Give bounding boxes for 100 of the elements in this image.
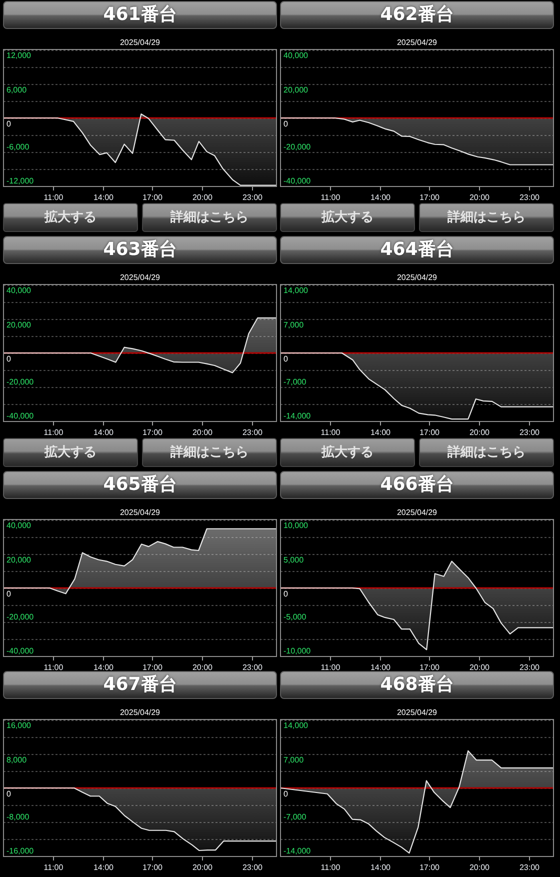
text: 拡大する <box>280 438 415 467</box>
chart-title: 461番台 <box>3 1 277 29</box>
y-tick-label: 8,000 <box>6 755 28 764</box>
chart-title: 465番台 <box>3 471 277 499</box>
chart-title: 468番台 <box>280 671 554 699</box>
chart-subtitle: 2025/04/29 <box>120 38 161 47</box>
y-tick-label: -7,000 <box>284 377 307 386</box>
x-tick-label: 17:00 <box>419 193 440 202</box>
chart-title: 467番台 <box>3 671 277 699</box>
x-tick-label: 14:00 <box>370 193 392 202</box>
text: 詳細はこちら <box>142 203 277 232</box>
y-tick-label: -8,000 <box>6 812 30 822</box>
y-tick-label: 0 <box>284 590 288 598</box>
chart-title: 462番台 <box>280 1 554 29</box>
y-tick-label: 0 <box>6 590 12 598</box>
x-tick-label: 14:00 <box>370 428 392 437</box>
y-tick-label: -40,000 <box>6 646 34 656</box>
text: 拡大する <box>3 203 138 232</box>
chart-title: 466番台 <box>280 471 554 499</box>
x-tick-label: 14:00 <box>370 863 392 872</box>
x-tick-label: 14:00 <box>93 663 114 672</box>
y-tick-label: 40,000 <box>284 51 309 60</box>
x-tick-label: 20:00 <box>192 193 214 202</box>
chart-subtitle: 2025/04/29 <box>396 38 438 47</box>
x-tick-label: 17:00 <box>142 193 164 202</box>
x-tick-label: 23:00 <box>242 193 264 202</box>
y-tick-label: -14,000 <box>284 846 312 856</box>
x-tick-label: 14:00 <box>93 193 114 202</box>
x-tick-label: 11:00 <box>320 193 341 202</box>
y-tick-label: 20,000 <box>284 85 309 94</box>
y-tick-label: -40,000 <box>6 412 34 420</box>
text: 詳細はこちら <box>419 203 554 232</box>
y-tick-label: 12,000 <box>6 51 32 60</box>
chart-subtitle: 2025/04/29 <box>396 508 438 517</box>
x-tick-label: 23:00 <box>519 863 540 872</box>
x-tick-label: 11:00 <box>44 193 64 202</box>
y-tick-label: -5,000 <box>284 612 307 622</box>
x-tick-label: 20:00 <box>469 193 490 202</box>
x-tick-label: 11:00 <box>44 663 64 672</box>
x-tick-label: 23:00 <box>242 863 264 872</box>
y-tick-label: 20,000 <box>6 320 32 330</box>
x-tick-label: 17:00 <box>142 863 164 872</box>
y-tick-label: 7,000 <box>284 320 304 330</box>
y-tick-label: -20,000 <box>284 142 312 152</box>
x-tick-label: 20:00 <box>192 863 214 872</box>
x-tick-label: 17:00 <box>419 428 440 437</box>
chart-title: 463番台 <box>3 236 277 264</box>
chart-subtitle: 2025/04/29 <box>396 708 438 717</box>
x-tick-label: 20:00 <box>469 428 490 437</box>
text: 拡大する <box>3 438 138 467</box>
chart-subtitle: 2025/04/29 <box>120 708 161 717</box>
y-tick-label: 0 <box>6 354 12 364</box>
x-tick-label: 14:00 <box>370 663 392 672</box>
x-tick-label: 23:00 <box>519 663 540 672</box>
y-tick-label: 40,000 <box>6 521 32 530</box>
x-tick-label: 23:00 <box>519 428 540 437</box>
y-tick-label: 0 <box>284 120 288 128</box>
chart-subtitle: 2025/04/29 <box>396 273 438 282</box>
x-tick-label: 17:00 <box>142 428 164 437</box>
x-tick-label: 23:00 <box>242 428 264 437</box>
x-tick-label: 20:00 <box>192 663 214 672</box>
text: 拡大する <box>280 203 415 232</box>
y-tick-label: 20,000 <box>6 555 32 564</box>
y-tick-label: 6,000 <box>6 85 28 94</box>
y-tick-label: -16,000 <box>6 846 34 856</box>
x-tick-label: 17:00 <box>419 663 440 672</box>
x-tick-label: 20:00 <box>469 663 490 672</box>
y-tick-label: -40,000 <box>284 176 312 186</box>
x-tick-label: 11:00 <box>320 663 341 672</box>
y-tick-label: 7,000 <box>284 755 304 764</box>
x-tick-label: 20:00 <box>469 863 490 872</box>
x-tick-label: 11:00 <box>320 428 341 437</box>
x-tick-label: 11:00 <box>44 863 64 872</box>
y-tick-label: 16,000 <box>6 721 32 730</box>
x-tick-label: 14:00 <box>93 428 114 437</box>
y-tick-label: 0 <box>6 120 12 128</box>
x-tick-label: 23:00 <box>519 193 540 202</box>
text: 詳細はこちら <box>419 438 554 467</box>
y-tick-label: 14,000 <box>284 286 309 295</box>
y-tick-label: -20,000 <box>6 612 34 622</box>
y-tick-label: -10,000 <box>284 646 312 656</box>
y-tick-label: 0 <box>284 354 288 364</box>
x-tick-label: 11:00 <box>320 863 341 872</box>
y-tick-label: -6,000 <box>6 142 30 152</box>
y-tick-label: 14,000 <box>284 721 309 730</box>
y-tick-label: 0 <box>6 790 12 798</box>
y-tick-label: -12,000 <box>6 176 34 186</box>
y-tick-label: 40,000 <box>6 286 32 295</box>
x-tick-label: 17:00 <box>419 863 440 872</box>
x-tick-label: 11:00 <box>44 428 64 437</box>
y-tick-label: 0 <box>284 790 288 798</box>
chart-subtitle: 2025/04/29 <box>120 273 161 282</box>
x-tick-label: 17:00 <box>142 663 164 672</box>
x-tick-label: 14:00 <box>93 863 114 872</box>
text: 詳細はこちら <box>142 438 277 467</box>
y-tick-label: 10,000 <box>284 521 309 530</box>
x-tick-label: 23:00 <box>242 663 264 672</box>
x-tick-label: 20:00 <box>192 428 214 437</box>
chart-subtitle: 2025/04/29 <box>120 508 161 517</box>
y-tick-label: -7,000 <box>284 812 307 822</box>
